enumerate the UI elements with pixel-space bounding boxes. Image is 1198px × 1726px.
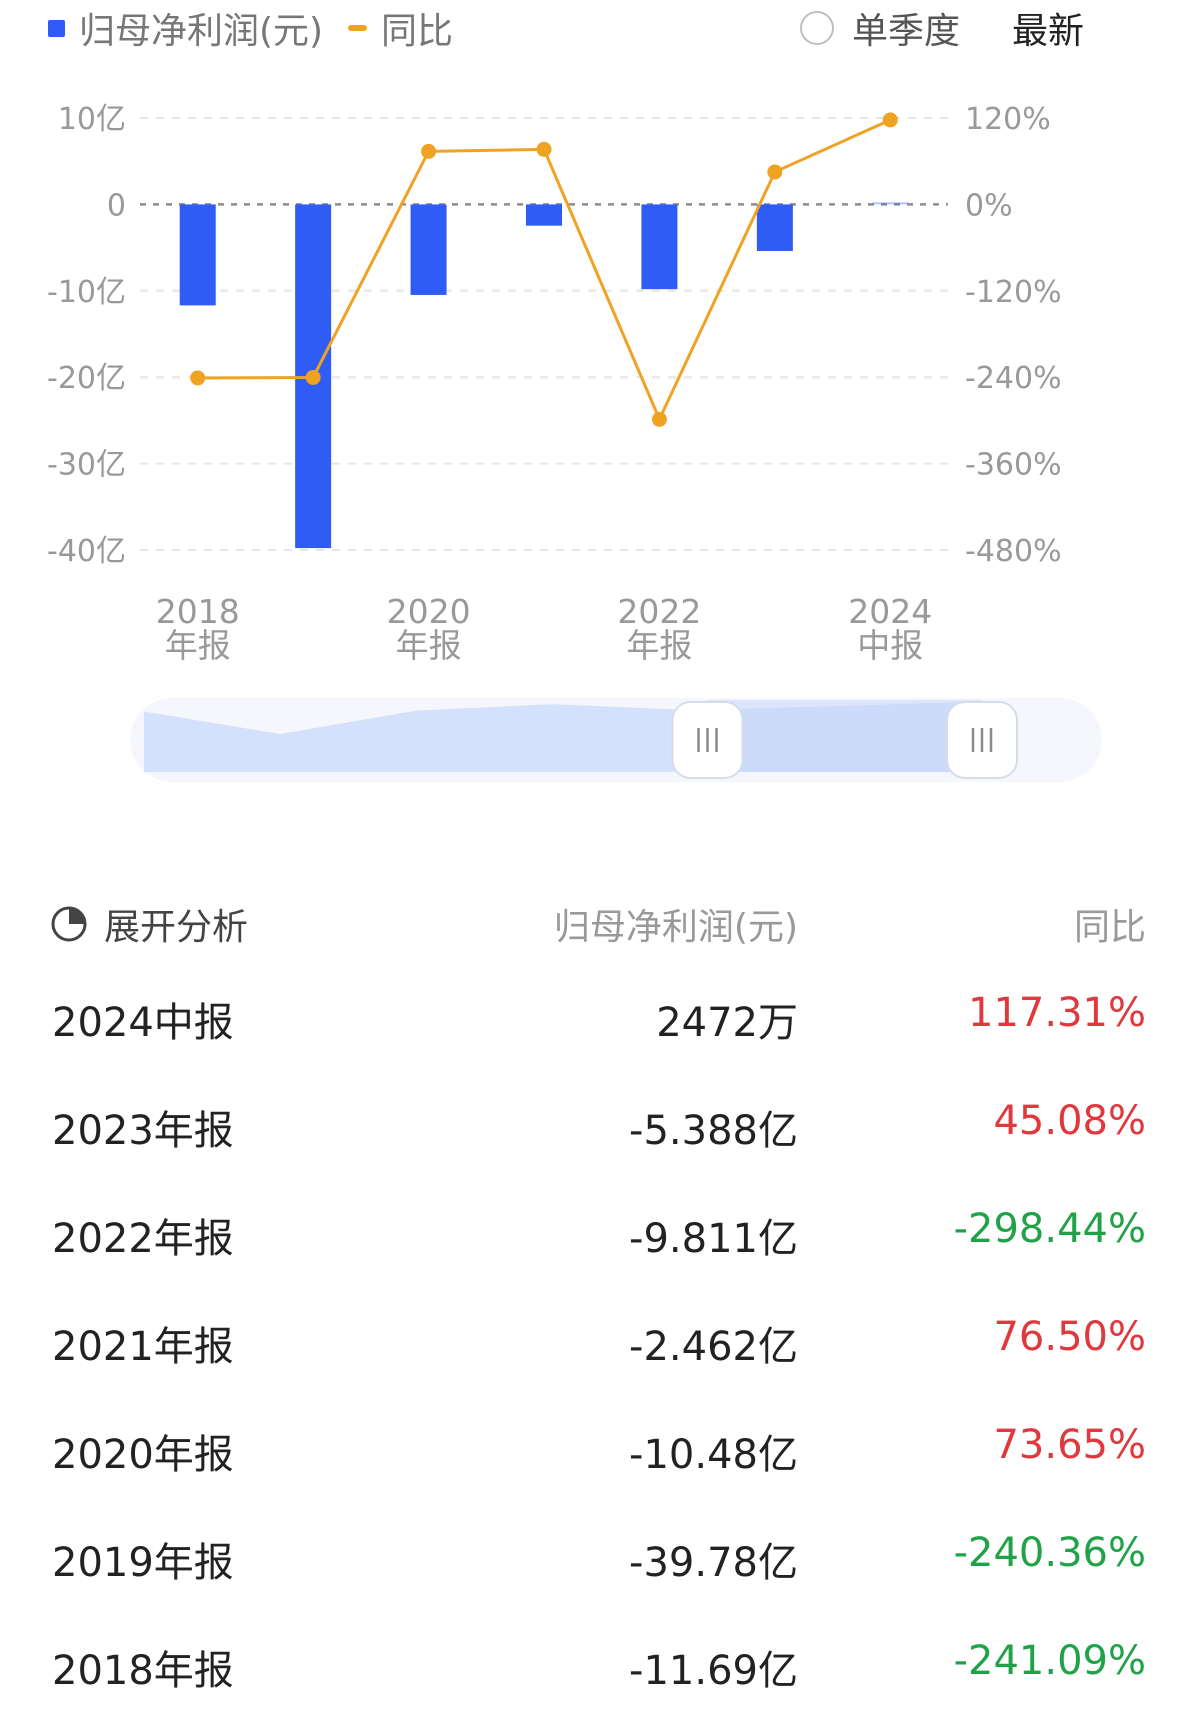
legend-yoy[interactable]: 同比 [348, 2, 453, 54]
legend-net-profit-label: 归母净利润(元) [79, 11, 324, 52]
left-axis-tick-label: 0 [107, 188, 126, 223]
bar-2018年报[interactable] [179, 204, 216, 306]
row-yoy: 117.31% [968, 990, 1146, 1036]
x-axis-tick-period: 年报 [626, 626, 692, 665]
row-net-profit: -9.811亿 [629, 1216, 798, 1262]
expand-analysis-button[interactable]: 展开分析 [50, 898, 248, 950]
table-row[interactable]: 2024中报 2472万 117.31% [0, 970, 1198, 1078]
slider-handle-left[interactable] [671, 701, 744, 779]
row-net-profit: -39.78亿 [629, 1540, 798, 1586]
col-header-net-profit: 归母净利润(元) [553, 907, 798, 948]
slider-handle-right[interactable] [946, 701, 1018, 779]
table-row[interactable]: 2019年报 -39.78亿 -240.36% [0, 1510, 1198, 1618]
expand-analysis-label: 展开分析 [104, 907, 249, 948]
chart-gridlines [140, 117, 948, 551]
x-axis-tick-year: 2024 [848, 592, 932, 631]
profit-table: 展开分析 归母净利润(元) 同比 2024中报 2472万 117.31% 2023年… [0, 880, 1198, 1726]
yoy-point-2020年报[interactable] [421, 143, 437, 159]
latest-button[interactable]: 最新 [1012, 11, 1085, 52]
table-row[interactable]: 2023年报 -5.388亿 45.08% [0, 1078, 1198, 1186]
yoy-point-2024中报[interactable] [882, 112, 898, 128]
row-period: 2024中报 [52, 1000, 234, 1046]
x-axis-tick-year: 2020 [387, 592, 471, 631]
grip-icon [971, 728, 993, 752]
row-period: 2023年报 [52, 1108, 234, 1154]
bar-2022年报[interactable] [641, 204, 678, 290]
quarterly-toggle[interactable]: 单季度 [800, 2, 960, 54]
right-axis-tick-label: -120% [965, 275, 1062, 310]
row-net-profit: -5.388亿 [629, 1108, 798, 1154]
row-net-profit: 2472万 [656, 1000, 798, 1046]
right-axis-tick-label: -480% [965, 534, 1062, 569]
bar-2024中报[interactable] [872, 202, 909, 205]
yoy-point-2022年报[interactable] [651, 411, 667, 427]
table-row[interactable]: 2021年报 -2.462亿 76.50% [0, 1294, 1198, 1402]
bar-2023年报[interactable] [756, 204, 793, 251]
row-net-profit: -11.69亿 [629, 1648, 798, 1694]
right-axis-tick-label: 0% [965, 188, 1013, 223]
right-axis-tick-label: 120% [965, 102, 1051, 137]
table-header: 展开分析 归母净利润(元) 同比 [0, 880, 1198, 970]
left-axis-tick-label: 10亿 [58, 102, 126, 137]
left-axis-tick-label: -30亿 [47, 448, 126, 483]
yoy-point-2019年报[interactable] [305, 369, 321, 385]
row-yoy: 76.50% [993, 1314, 1146, 1360]
pie-chart-icon [51, 906, 87, 942]
radio-circle-icon[interactable] [800, 11, 834, 45]
grip-icon [697, 728, 718, 752]
row-yoy: -240.36% [953, 1530, 1146, 1576]
yoy-point-2023年报[interactable] [767, 164, 783, 180]
x-axis-tick-year: 2018 [156, 592, 240, 631]
row-yoy: -241.09% [953, 1638, 1146, 1684]
bar-series [179, 202, 909, 549]
net-profit-chart: 10亿 0 -10亿 -20亿 -30亿 -40亿 120% 0% -120% -240% -36… [47, 102, 1102, 782]
table-body: 2024中报 2472万 117.31% 2023年报 -5.388亿 45.08% 202… [0, 970, 1198, 1726]
table-row[interactable]: 2020年报 -10.48亿 73.65% [0, 1402, 1198, 1510]
legend-yoy-label: 同比 [381, 11, 454, 52]
slider-selected-range[interactable] [707, 700, 982, 772]
x-axis-tick-year: 2022 [617, 592, 701, 631]
legend-bar-swatch [48, 19, 65, 37]
row-net-profit: -2.462亿 [629, 1324, 798, 1370]
x-axis-tick-period: 年报 [165, 626, 231, 665]
row-period: 2022年报 [52, 1216, 234, 1262]
line-series [190, 112, 898, 427]
row-net-profit: -10.48亿 [629, 1432, 798, 1478]
row-period: 2021年报 [52, 1324, 234, 1370]
left-axis-tick-label: -10亿 [47, 275, 126, 310]
left-axis-ticks: 10亿 0 -10亿 -20亿 -30亿 -40亿 [47, 102, 126, 569]
table-row[interactable]: 2022年报 -9.811亿 -298.44% [0, 1186, 1198, 1294]
x-axis-tick-period: 年报 [396, 626, 462, 665]
row-yoy: 73.65% [993, 1422, 1146, 1468]
right-axis-tick-label: -360% [965, 448, 1062, 483]
right-axis-tick-label: -240% [965, 361, 1062, 396]
chart-header: 归母净利润(元) 同比 单季度 最新 [0, 0, 1198, 60]
bar-2021年报[interactable] [526, 204, 562, 226]
row-yoy: -298.44% [953, 1206, 1146, 1252]
right-axis-ticks: 120% 0% -120% -240% -360% -480% [965, 102, 1062, 569]
yoy-point-2018年报[interactable] [190, 370, 206, 386]
range-slider[interactable] [130, 698, 1102, 782]
legend-line-swatch [348, 25, 367, 31]
bar-2020年报[interactable] [410, 204, 447, 295]
left-axis-tick-label: -20亿 [47, 361, 126, 396]
x-axis-tick-period: 中报 [857, 626, 923, 665]
row-period: 2018年报 [52, 1648, 234, 1694]
row-yoy: 45.08% [993, 1098, 1146, 1144]
quarterly-toggle-label: 单季度 [852, 11, 961, 52]
yoy-point-2021年报[interactable] [536, 141, 552, 157]
left-axis-tick-label: -40亿 [47, 534, 126, 569]
row-period: 2020年报 [52, 1432, 234, 1478]
table-row[interactable]: 2018年报 -11.69亿 -241.09% [0, 1618, 1198, 1726]
col-header-yoy: 同比 [1073, 907, 1146, 948]
legend-net-profit[interactable]: 归母净利润(元) [48, 2, 323, 54]
row-period: 2019年报 [52, 1540, 234, 1586]
